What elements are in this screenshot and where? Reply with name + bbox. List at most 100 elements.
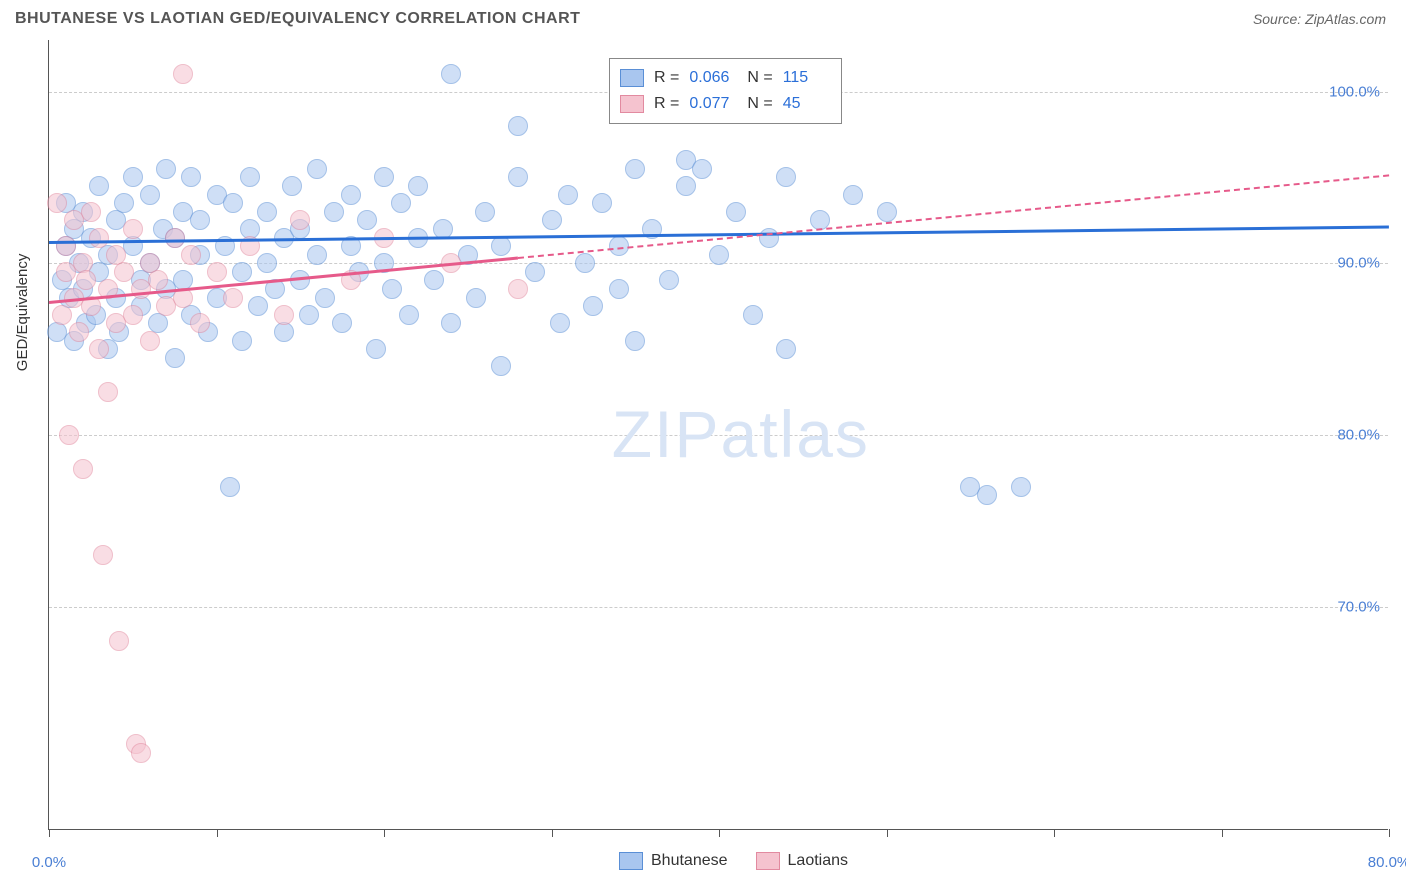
x-tick-label: 80.0% [1368, 854, 1406, 871]
scatter-point [223, 193, 243, 213]
x-tick [1222, 829, 1223, 837]
scatter-point [592, 193, 612, 213]
scatter-point [257, 202, 277, 222]
y-tick-label: 100.0% [1329, 83, 1380, 100]
scatter-point [76, 270, 96, 290]
trend-line-extrapolated [518, 174, 1389, 259]
stats-legend: R =0.066N =115R =0.077N =45 [609, 58, 842, 124]
scatter-point [977, 485, 997, 505]
stat-n-value: 115 [783, 65, 831, 91]
scatter-point [114, 262, 134, 282]
scatter-point [181, 245, 201, 265]
scatter-point [374, 167, 394, 187]
scatter-point [382, 279, 402, 299]
scatter-point [508, 279, 528, 299]
legend-swatch [620, 95, 644, 113]
scatter-point [165, 228, 185, 248]
scatter-point [282, 176, 302, 196]
scatter-point [625, 159, 645, 179]
y-tick-label: 70.0% [1337, 598, 1380, 615]
scatter-point [131, 743, 151, 763]
scatter-point [776, 167, 796, 187]
scatter-point [324, 202, 344, 222]
scatter-point [1011, 477, 1031, 497]
plot-area: 70.0%80.0%90.0%100.0%0.0%80.0%ZIPatlasR … [48, 40, 1388, 830]
y-axis-title: GED/Equivalency [14, 254, 31, 372]
stat-r-value: 0.066 [689, 65, 737, 91]
scatter-point [441, 313, 461, 333]
scatter-point [550, 313, 570, 333]
gridline-h [49, 607, 1388, 608]
gridline-h [49, 435, 1388, 436]
scatter-point [542, 210, 562, 230]
scatter-point [466, 288, 486, 308]
scatter-point [274, 305, 294, 325]
scatter-point [56, 236, 76, 256]
x-tick [719, 829, 720, 837]
legend-label: Bhutanese [651, 852, 728, 870]
x-tick [49, 829, 50, 837]
scatter-point [475, 202, 495, 222]
scatter-point [341, 185, 361, 205]
chart-source: Source: ZipAtlas.com [1253, 11, 1386, 27]
scatter-point [315, 288, 335, 308]
scatter-point [491, 356, 511, 376]
scatter-point [248, 296, 268, 316]
stat-n-label: N = [747, 65, 772, 91]
scatter-point [692, 159, 712, 179]
scatter-point [290, 210, 310, 230]
scatter-point [332, 313, 352, 333]
legend-swatch [619, 852, 643, 870]
stat-r-value: 0.077 [689, 91, 737, 117]
scatter-point [114, 193, 134, 213]
scatter-point [441, 64, 461, 84]
scatter-point [558, 185, 578, 205]
scatter-point [123, 167, 143, 187]
scatter-point [240, 167, 260, 187]
scatter-point [69, 322, 89, 342]
x-tick [217, 829, 218, 837]
scatter-point [73, 459, 93, 479]
scatter-point [190, 313, 210, 333]
scatter-point [148, 270, 168, 290]
scatter-point [59, 425, 79, 445]
x-tick [552, 829, 553, 837]
legend-label: Laotians [788, 852, 849, 870]
scatter-point [659, 270, 679, 290]
scatter-point [877, 202, 897, 222]
scatter-point [81, 202, 101, 222]
scatter-point [575, 253, 595, 273]
scatter-point [257, 253, 277, 273]
scatter-point [583, 296, 603, 316]
legend-item: Bhutanese [619, 852, 728, 870]
scatter-point [165, 348, 185, 368]
stat-n-label: N = [747, 91, 772, 117]
stat-n-value: 45 [783, 91, 831, 117]
scatter-point [508, 167, 528, 187]
chart-area: 70.0%80.0%90.0%100.0%0.0%80.0%ZIPatlasR … [48, 40, 1388, 830]
legend-item: Laotians [756, 852, 849, 870]
y-tick-label: 80.0% [1337, 427, 1380, 444]
scatter-point [776, 339, 796, 359]
scatter-point [123, 219, 143, 239]
scatter-point [357, 210, 377, 230]
scatter-point [274, 322, 294, 342]
scatter-point [109, 631, 129, 651]
scatter-point [408, 176, 428, 196]
scatter-point [391, 193, 411, 213]
scatter-point [743, 305, 763, 325]
scatter-point [299, 305, 319, 325]
scatter-point [232, 331, 252, 351]
scatter-point [709, 245, 729, 265]
x-tick [384, 829, 385, 837]
scatter-point [491, 236, 511, 256]
scatter-point [98, 382, 118, 402]
x-tick [1054, 829, 1055, 837]
scatter-point [508, 116, 528, 136]
y-tick-label: 90.0% [1337, 255, 1380, 272]
scatter-point [89, 228, 109, 248]
scatter-point [156, 159, 176, 179]
x-tick-label: 0.0% [32, 854, 66, 871]
scatter-point [609, 279, 629, 299]
scatter-point [424, 270, 444, 290]
